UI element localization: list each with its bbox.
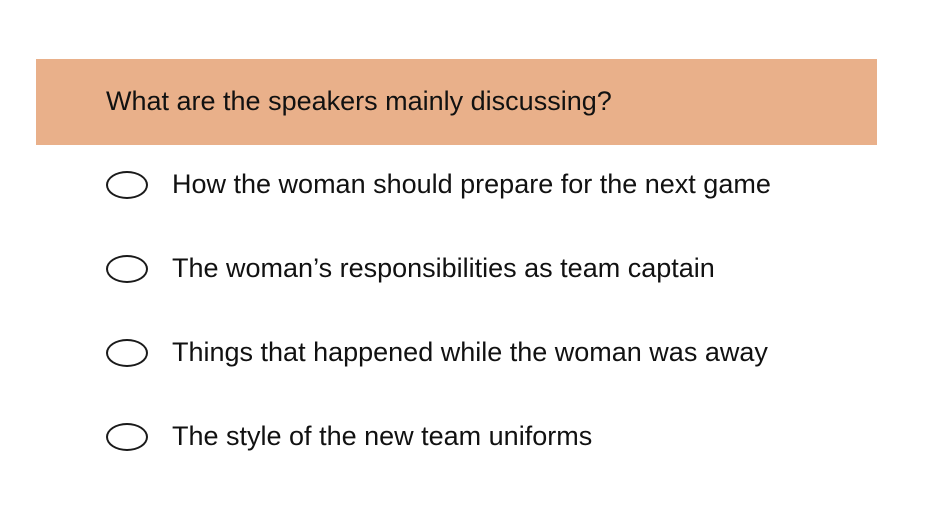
option-2[interactable]: The woman’s responsibilities as team cap… xyxy=(106,247,771,331)
option-3[interactable]: Things that happened while the woman was… xyxy=(106,331,771,415)
question-banner: What are the speakers mainly discussing? xyxy=(36,59,877,145)
option-4[interactable]: The style of the new team uniforms xyxy=(106,415,771,499)
option-label[interactable]: The woman’s responsibilities as team cap… xyxy=(172,253,715,283)
radio-button-icon[interactable] xyxy=(106,171,148,199)
question-text: What are the speakers mainly discussing? xyxy=(106,86,612,116)
option-1[interactable]: How the woman should prepare for the nex… xyxy=(106,163,771,247)
radio-button-icon[interactable] xyxy=(106,255,148,283)
option-label[interactable]: The style of the new team uniforms xyxy=(172,421,593,451)
radio-button-icon[interactable] xyxy=(106,423,148,451)
answer-options: How the woman should prepare for the nex… xyxy=(106,163,771,499)
option-label[interactable]: How the woman should prepare for the nex… xyxy=(172,169,771,199)
option-label[interactable]: Things that happened while the woman was… xyxy=(172,337,768,367)
radio-button-icon[interactable] xyxy=(106,339,148,367)
